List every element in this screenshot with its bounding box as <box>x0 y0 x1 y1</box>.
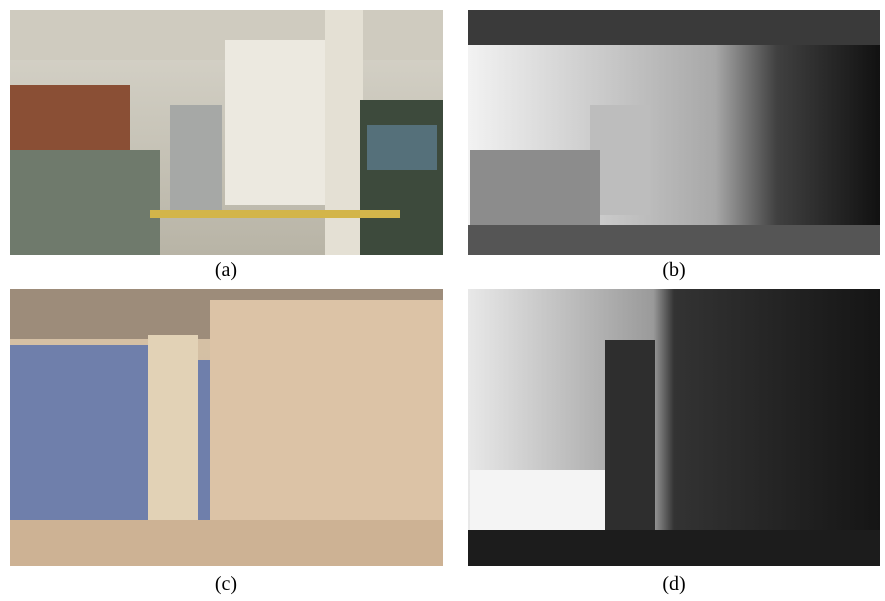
wall <box>225 40 325 205</box>
kiosk <box>170 105 222 213</box>
panel-d <box>468 289 880 566</box>
rail <box>470 150 600 225</box>
panel-b <box>468 10 880 255</box>
panel-a <box>10 10 443 255</box>
ceiling <box>468 10 880 45</box>
caption: (a) <box>215 259 237 281</box>
brick-wall <box>10 85 130 155</box>
caption: (c) <box>215 573 237 595</box>
floor <box>468 530 880 566</box>
panel-c <box>10 289 443 566</box>
floor-line <box>150 210 400 218</box>
pillar <box>605 340 655 540</box>
pillar <box>148 335 198 530</box>
caption: (d) <box>662 573 685 595</box>
pillar <box>325 10 363 255</box>
window <box>10 345 148 520</box>
caption: (b) <box>662 259 685 281</box>
floor <box>10 520 443 566</box>
marble-wall <box>210 300 443 530</box>
stair-rail <box>10 150 160 255</box>
window <box>198 360 210 520</box>
ticket-machine <box>360 100 443 255</box>
floor <box>468 225 880 255</box>
screen <box>367 125 437 170</box>
